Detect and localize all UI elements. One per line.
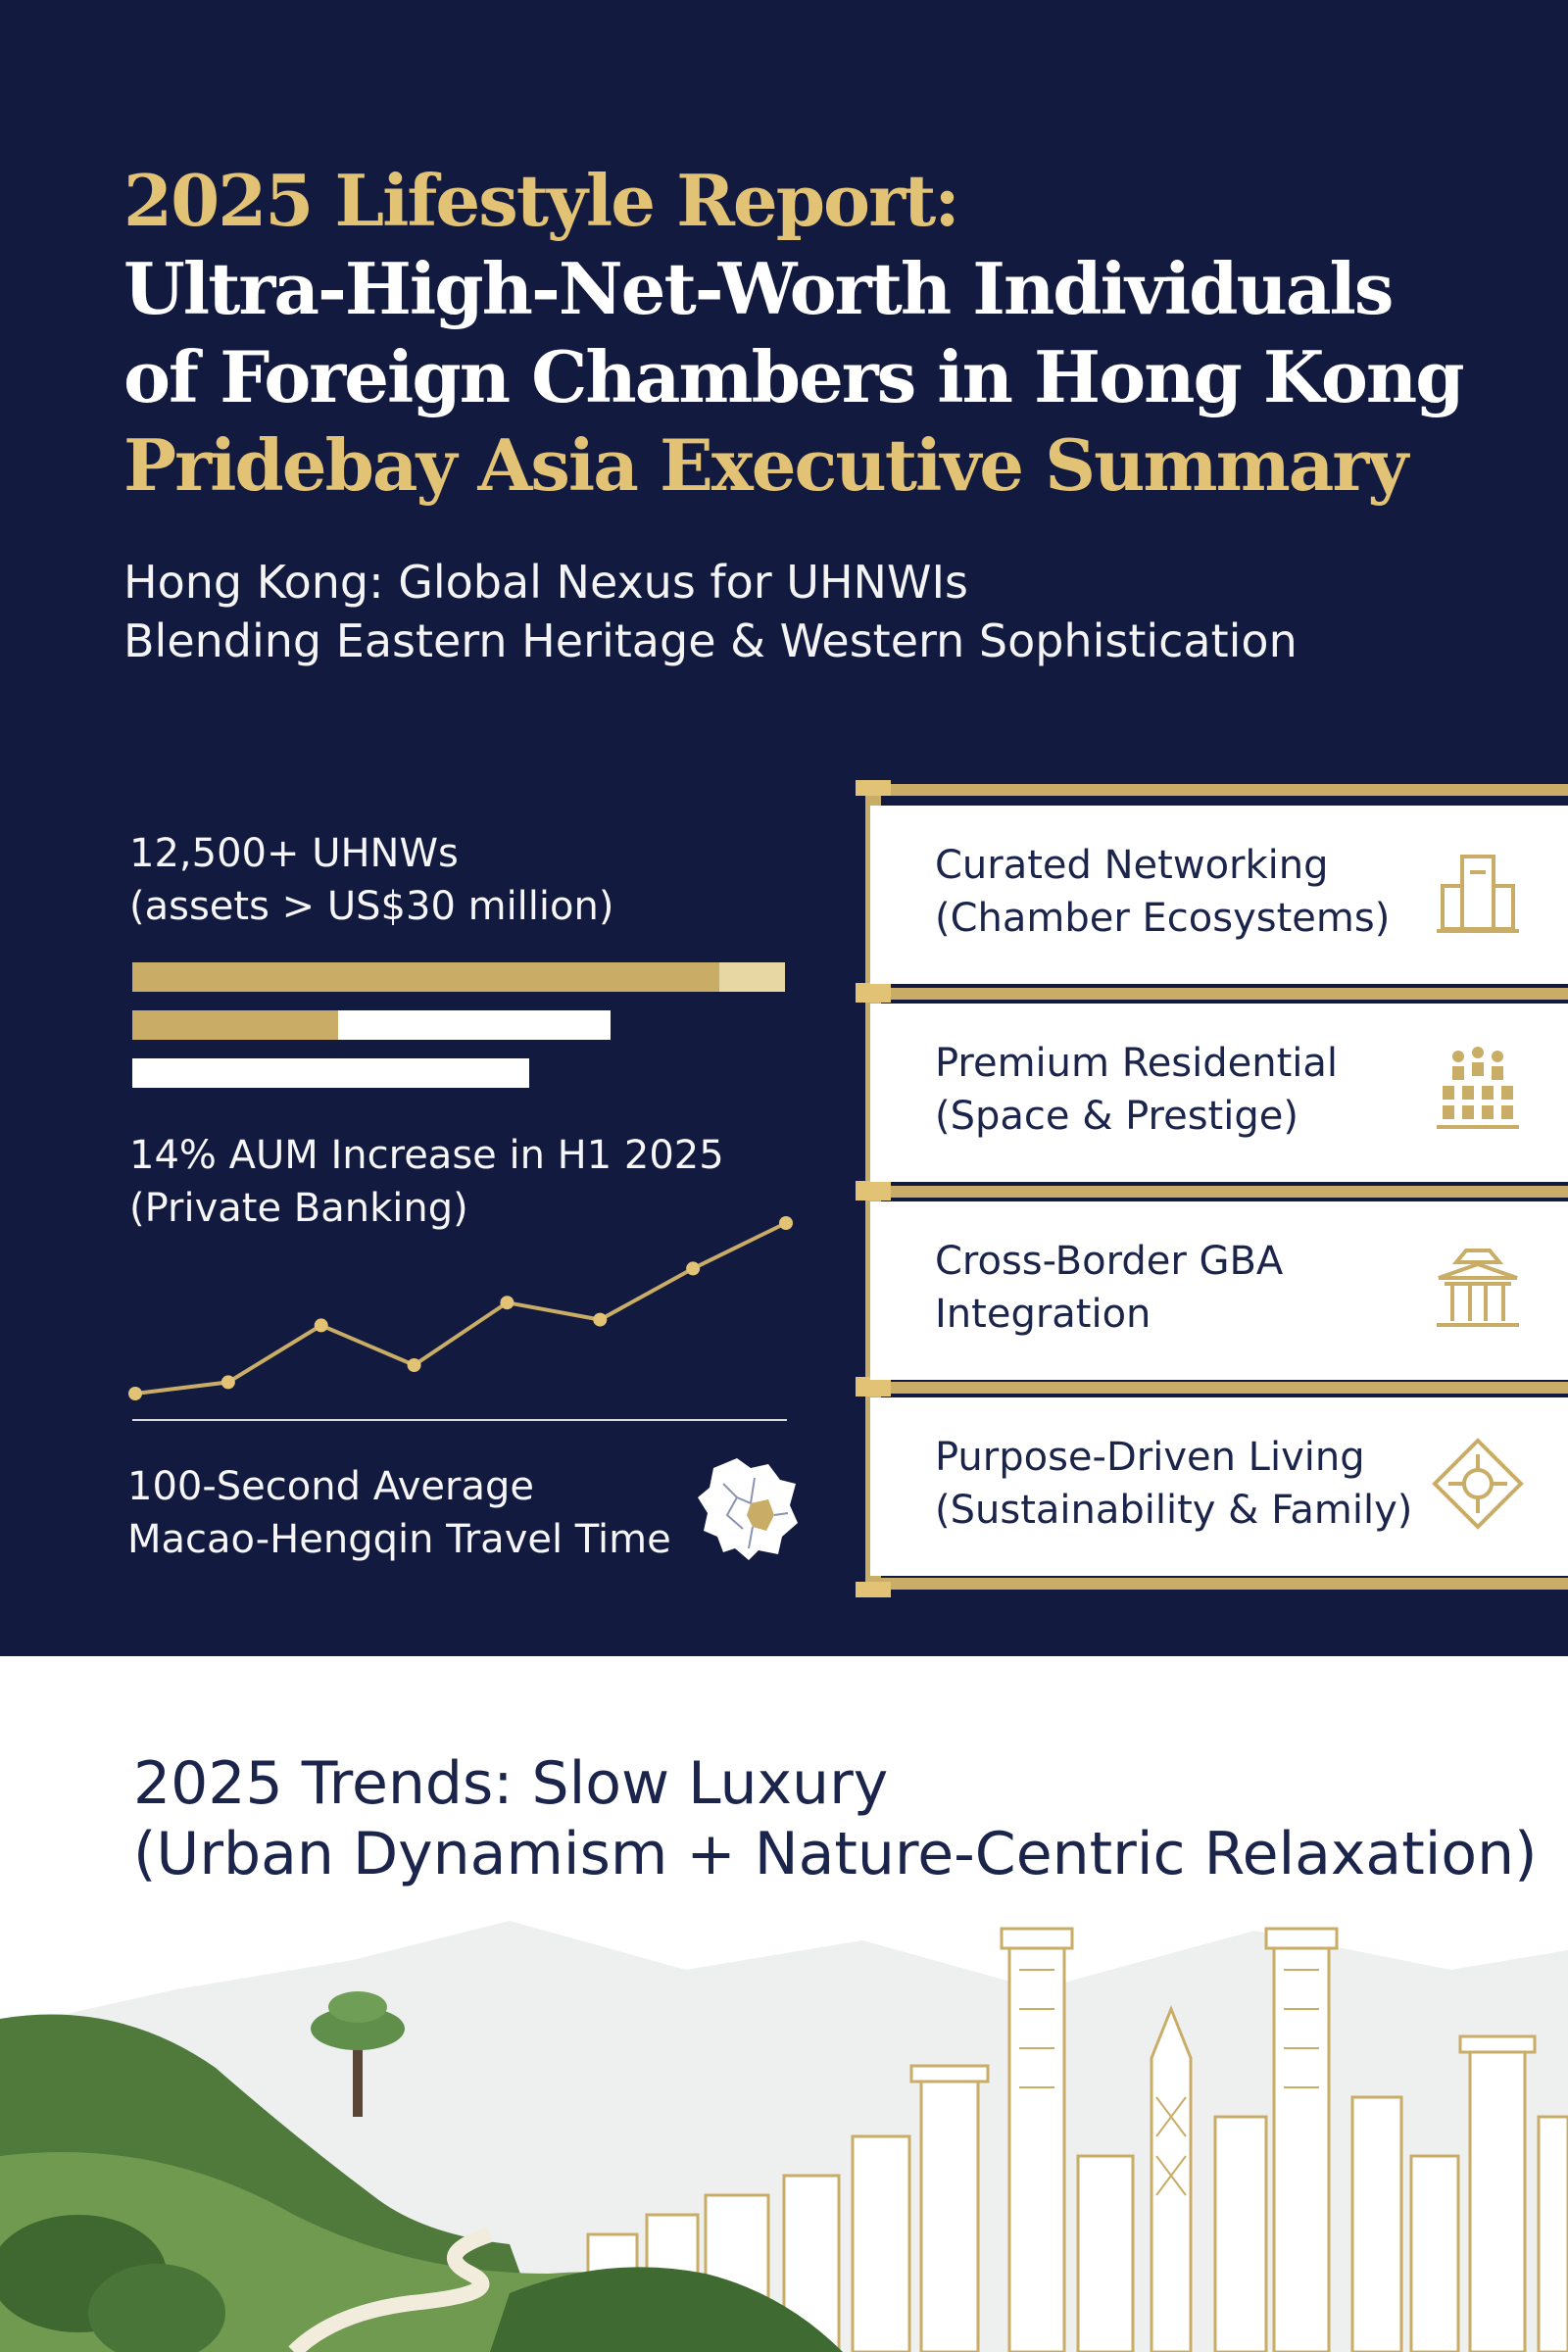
- trend-point: [686, 1261, 701, 1276]
- report-title-line2: Ultra-High-Net-Worth Individuals: [123, 247, 1394, 330]
- pillar-label: Premium Residential (Space & Prestige): [935, 1037, 1338, 1143]
- pillar-label: Purpose-Driven Living (Sustainability & …: [935, 1431, 1412, 1537]
- pavilion-icon: [1437, 1249, 1519, 1327]
- column-ring-3: [856, 1377, 891, 1396]
- diamond-emblem-icon: [1432, 1438, 1524, 1530]
- travel-time: 100-Second Average: [127, 1464, 534, 1509]
- travel-route: Macao-Hengqin Travel Time: [127, 1517, 671, 1562]
- trend-point: [220, 1375, 235, 1390]
- aum-note: (Private Banking): [129, 1186, 468, 1231]
- divider: [132, 1419, 787, 1421]
- pillar-label: Cross-Border GBA Integration: [935, 1235, 1283, 1341]
- column-ring-2: [856, 1181, 891, 1200]
- report-title: 2025 Lifestyle Report:: [123, 159, 960, 242]
- uhnw-count: 12,500+ UHNWs: [129, 831, 459, 876]
- aum-trend-line: [128, 1216, 793, 1400]
- bar-track-1: [132, 962, 785, 992]
- pillar-title: Premium Residential: [935, 1041, 1339, 1086]
- trend-point: [407, 1358, 421, 1372]
- pillar-label: Curated Networking (Chamber Ecosystems): [935, 839, 1390, 945]
- frame-rail-2: [870, 1186, 1568, 1198]
- frame-rail-bottom: [870, 1578, 1568, 1590]
- pillar-card-residential: Premium Residential (Space & Prestige): [870, 1004, 1568, 1182]
- column-ring-1: [856, 983, 891, 1003]
- pillar-detail: (Chamber Ecosystems): [935, 896, 1391, 941]
- bar-track-2: [132, 1010, 611, 1040]
- pillar-detail: (Space & Prestige): [935, 1094, 1298, 1139]
- header-panel: 2025 Lifestyle Report: Ultra-High-Net-Wo…: [0, 0, 1568, 1656]
- trend-point: [593, 1312, 608, 1327]
- pillar-title: Cross-Border GBA: [935, 1239, 1284, 1284]
- aum-increase: 14% AUM Increase in H1 2025: [129, 1133, 724, 1178]
- trend-point: [779, 1216, 793, 1230]
- landscape-skyline-illustration: [0, 1921, 1568, 2352]
- bar-track-3: [132, 1058, 529, 1088]
- pillar-card-networking: Curated Networking (Chamber Ecosystems): [870, 806, 1568, 984]
- bar-fill-2: [132, 1010, 338, 1040]
- column-base: [856, 1582, 891, 1597]
- frame-rail-3: [870, 1382, 1568, 1394]
- trends-heading: 2025 Trends: Slow Luxury (Urban Dynamism…: [133, 1748, 1538, 1889]
- frame-rail-top: [870, 784, 1568, 796]
- report-title-line3: of Foreign Chambers in Hong Kong: [123, 335, 1465, 418]
- pillar-detail: (Sustainability & Family): [935, 1488, 1413, 1533]
- trend-line: [134, 1221, 787, 1396]
- trends-subtitle: (Urban Dynamism + Nature-Centric Relaxat…: [133, 1820, 1538, 1888]
- frame-rail-1: [870, 988, 1568, 1000]
- trend-point: [314, 1318, 328, 1333]
- gba-map-icon: [698, 1458, 798, 1560]
- pillar-card-gba: Cross-Border GBA Integration: [870, 1201, 1568, 1380]
- residential-icon: [1437, 1047, 1519, 1129]
- uhnw-threshold: (assets > US$30 million): [129, 884, 614, 929]
- trend-point: [500, 1296, 514, 1310]
- pillar-title: Curated Networking: [935, 843, 1329, 888]
- column-capital: [856, 780, 891, 796]
- trends-title: 2025 Trends: Slow Luxury: [133, 1749, 889, 1818]
- pillar-detail: Integration: [935, 1292, 1152, 1337]
- pillar-card-purpose: Purpose-Driven Living (Sustainability & …: [870, 1397, 1568, 1576]
- subtitle-line2: Blending Eastern Heritage & Western Soph…: [123, 614, 1298, 667]
- bar-fill-1: [132, 962, 720, 992]
- subtitle-line1: Hong Kong: Global Nexus for UHNWIs: [123, 556, 968, 609]
- trend-point: [128, 1387, 142, 1400]
- report-title-line4: Pridebay Asia Executive Summary: [123, 423, 1408, 507]
- building-icon: [1437, 855, 1519, 933]
- pillar-title: Purpose-Driven Living: [935, 1435, 1365, 1480]
